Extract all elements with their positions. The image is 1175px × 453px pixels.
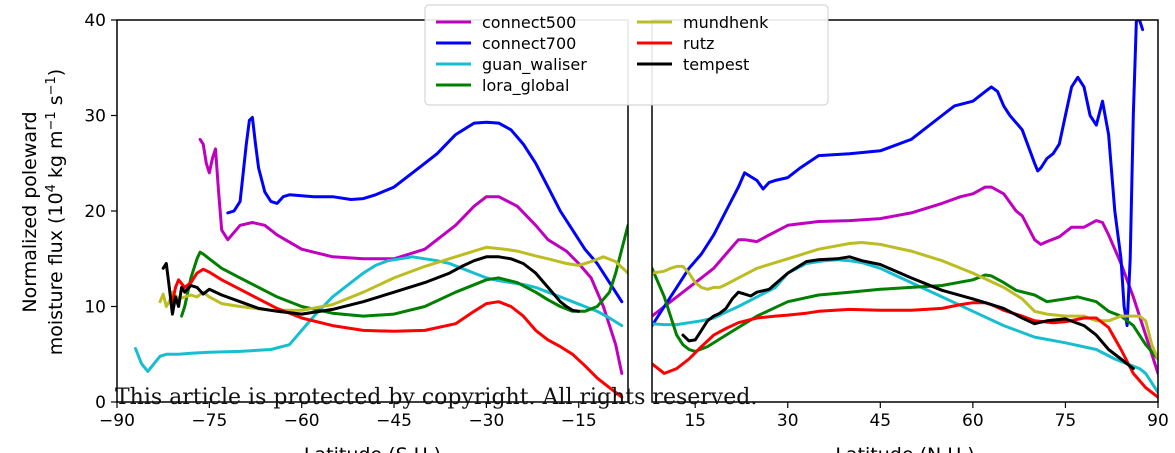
- x-tick-label: 30: [777, 411, 799, 431]
- series-line-tempest: [681, 255, 1135, 371]
- series-line-connect500: [652, 185, 1158, 375]
- x-tick-label: −75: [191, 411, 227, 431]
- legend-label-connect500: connect500: [482, 13, 576, 32]
- panel-2-lines: [652, 20, 1158, 399]
- series-line-connect700: [226, 115, 624, 304]
- legend-label-tempest: tempest: [683, 55, 749, 74]
- y-tick-label: 20: [84, 202, 106, 222]
- series-line-lora-global: [652, 266, 1158, 361]
- panel-1-lines: [134, 115, 628, 399]
- series-line-connect700: [652, 20, 1145, 328]
- x-tick-label: −15: [561, 411, 597, 431]
- x-tick-label: 90: [1147, 411, 1169, 431]
- panel-2: 15 30 45 60 75 90 Latitude (N.H.): [651, 19, 1169, 453]
- series-line-mundhenk: [652, 241, 1158, 361]
- copyright-notice: This article is protected by copyright. …: [115, 385, 757, 410]
- x-tick-label: 60: [962, 411, 984, 431]
- x-tick-label: −30: [468, 411, 504, 431]
- legend-label-connect700: connect700: [482, 34, 576, 53]
- legend: connect500 connect700 guan_waliserlora_glo…: [424, 4, 829, 106]
- y-tick-label: 0: [95, 393, 106, 413]
- x-axis-title: Latitude (S.H.): [304, 444, 441, 453]
- series-line-guan-waliser: [134, 255, 624, 373]
- series-line-connect500: [198, 137, 624, 375]
- series-line-rutz: [170, 267, 624, 399]
- series-line-rutz: [652, 301, 1158, 399]
- series-line-tempest: [161, 255, 581, 316]
- x-tick-label: −60: [284, 411, 320, 431]
- x-tick-label: −90: [99, 411, 135, 431]
- series-line-lora-global: [180, 223, 628, 318]
- x-tick-label: 45: [869, 411, 891, 431]
- legend-box: [424, 4, 829, 106]
- panel-2-frame: [651, 19, 1159, 403]
- legend-label-lora-global: lora_global: [482, 76, 569, 96]
- x-axis-title: Latitude (N.H.): [835, 444, 974, 453]
- y-tick-label: 40: [84, 11, 106, 31]
- x-tick-label: 75: [1055, 411, 1077, 431]
- y-tick-label: 30: [84, 107, 106, 127]
- x-tick-label: 15: [684, 411, 706, 431]
- legend-label-guan-waliser: guan_waliser: [482, 55, 587, 75]
- y-axis-title-line1: Normalized poleward: [19, 111, 41, 312]
- legend-label-mundhenk: mundhenk: [683, 13, 769, 32]
- x-tick-label: −45: [376, 411, 412, 431]
- panel-1: −90 −75 −60 −45 −30 −15 0 10 20 30 40 Latitude (S.H…: [84, 11, 629, 453]
- y-tick-label: 10: [84, 298, 106, 318]
- y-axis-title-line2: moisture flux (104 kg m−1 s−1): [44, 69, 67, 355]
- legend-label-rutz: rutz: [683, 34, 714, 53]
